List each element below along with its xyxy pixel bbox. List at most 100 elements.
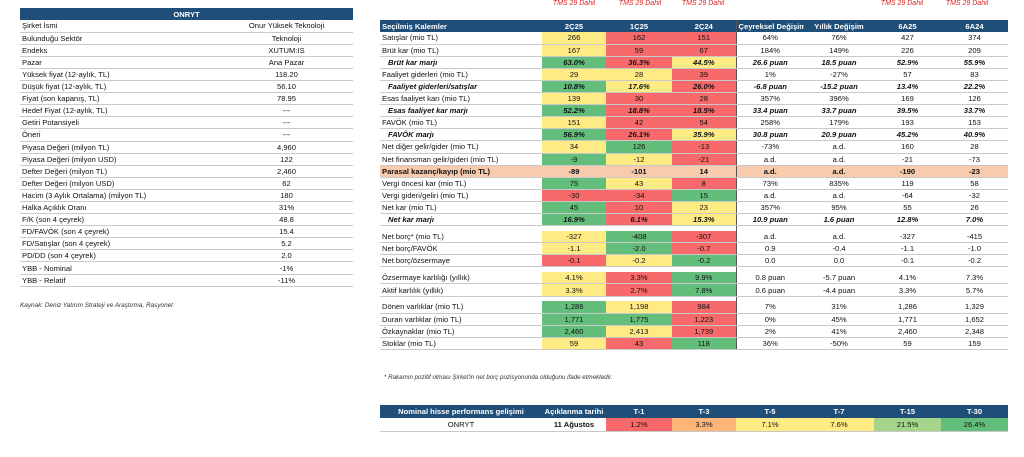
spacer-cell	[735, 266, 804, 272]
column-header: 1Ç25	[606, 20, 672, 33]
perf-ticker: ONRYT	[380, 418, 542, 432]
row-label: Brüt kar marjı	[380, 56, 542, 69]
financial-row: Duran varlıklar (mio TL) 1,771 1,775 1,223 0…	[380, 313, 1008, 326]
column-header: Yıllık Değişim	[804, 20, 874, 33]
row-value: -101	[606, 165, 672, 178]
row-value: 2,460	[874, 325, 941, 338]
row-value: 1%	[735, 68, 804, 81]
row-value: 266	[542, 32, 606, 45]
row-value: 7%	[735, 301, 804, 314]
financial-row: Brüt kar marjı 63.0% 36.3% 44.5% 26.6 puan 18…	[380, 56, 1008, 69]
row-value: 31%	[804, 301, 874, 314]
row-value: 7.3%	[941, 271, 1008, 285]
financial-row: Özkaynaklar (mio TL) 2,460 2,413 1,739 2% 41%…	[380, 325, 1008, 338]
row-value: 33.7%	[941, 104, 1008, 118]
row-value: 95%	[804, 201, 874, 215]
perf-header: Nominal hisse performans gelişimi	[380, 405, 542, 418]
info-value: ---	[220, 104, 354, 118]
row-value: 126	[606, 140, 672, 154]
info-value: 31%	[220, 201, 354, 215]
row-value: 16.9%	[542, 213, 606, 227]
row-value: 83	[941, 68, 1008, 81]
info-label: Piyasa Değeri (milyon USD)	[20, 153, 220, 166]
row-value: a.d.	[804, 153, 874, 166]
row-value: a.d.	[804, 230, 874, 244]
info-value: -1%	[220, 261, 354, 275]
spacer-cell	[735, 225, 804, 231]
row-value: -73	[941, 153, 1008, 166]
row-value: -9	[542, 153, 606, 166]
row-value: 2,460	[542, 325, 606, 338]
row-value: 59	[874, 337, 941, 350]
row-value: -89	[542, 165, 606, 178]
row-value: -32	[941, 189, 1008, 202]
row-value: 374	[941, 32, 1008, 45]
row-label: Esas faaliyet kar marjı	[380, 104, 542, 118]
financial-row: Özsermaye karlılığı (yıllık) 4.1% 3.3% 9.9%…	[380, 271, 1008, 285]
info-value: 4,960	[220, 141, 354, 154]
row-value: 162	[606, 32, 672, 45]
row-value: a.d.	[804, 189, 874, 202]
row-label: Aktif karlılık (yıllık)	[380, 283, 542, 297]
company-ticker-title: ONRYT	[20, 8, 354, 21]
row-label: Faaliyet giderleri/satışlar	[380, 80, 542, 94]
row-value: 44.5%	[672, 56, 736, 69]
perf-header: Açıklanma tarihi	[542, 405, 606, 418]
perf-value: 7.1%	[736, 418, 804, 432]
row-label: Net finansman gelir/gideri (mio TL)	[380, 153, 542, 166]
info-value: 118.20	[220, 68, 354, 82]
row-value: 0.0	[735, 254, 804, 268]
row-value: -4.4 puan	[804, 283, 874, 297]
row-value: 0%	[735, 313, 804, 326]
row-value: 45	[542, 201, 606, 215]
row-value: 57	[874, 68, 941, 81]
row-value: 29	[542, 68, 606, 81]
row-value: 2,413	[606, 325, 672, 338]
info-label: Şirket İsmi	[20, 20, 220, 33]
row-value: 43	[606, 177, 672, 190]
perf-date: 11 Ağustos	[542, 418, 606, 432]
info-row: Bulunduğu Sektör Teknoloji	[20, 32, 354, 45]
row-label: Net borç/özsermaye	[380, 254, 542, 268]
row-value: 151	[542, 116, 606, 130]
row-value: -0.2	[672, 254, 736, 268]
info-row: Defter Değeri (milyon TL) 2,460	[20, 165, 354, 178]
row-value: 14	[672, 165, 736, 178]
row-value: -327	[542, 230, 606, 244]
row-value: 8	[672, 177, 736, 190]
row-value: 984	[672, 301, 736, 314]
financial-row: FAVÖK (mio TL) 151 42 54 258% 179% 193 153	[380, 116, 1008, 130]
row-value: 39	[672, 68, 736, 81]
row-value: 76%	[804, 32, 874, 45]
row-label: Faaliyet giderleri (mio TL)	[380, 68, 542, 81]
row-value: 6.1%	[606, 213, 672, 227]
perf-value: 26.4%	[941, 418, 1008, 432]
spacer-row	[380, 225, 1008, 231]
info-row: YBB - Relatif -11%	[20, 274, 354, 287]
row-value: a.d.	[735, 230, 804, 244]
info-row: Hacim (3 Aylık Ortalama) (milyon TL) 180	[20, 189, 354, 203]
row-value: 41%	[804, 325, 874, 338]
financial-row: Esas faaliyet karı (mio TL) 139 30 28 357% 39…	[380, 92, 1008, 106]
row-value: 22.2%	[941, 80, 1008, 94]
row-value: 15	[672, 189, 736, 202]
row-value: 209	[941, 44, 1008, 57]
info-label: Yüksek fiyat (12-aylık, TL)	[20, 68, 220, 82]
row-value: 26.0%	[672, 80, 736, 94]
info-value: ---	[220, 116, 354, 130]
financial-row: Vergi öncesi kar (mio TL) 75 43 8 73% 835% 119…	[380, 177, 1008, 190]
financial-row: Faaliyet giderleri/satışlar 10.8% 17.6% 26.…	[380, 80, 1008, 94]
source-note: Kaynak: Deniz Yatırım Strateji ve Araştı…	[20, 302, 173, 309]
row-value: 30	[606, 92, 672, 106]
info-value: 180	[220, 189, 354, 203]
row-value: -1.1	[542, 242, 606, 256]
info-label: Hedef Fiyat (12-aylık, TL)	[20, 104, 220, 118]
row-value: 54	[672, 116, 736, 130]
column-header: Çeyreksel Değişim	[735, 20, 804, 33]
row-value: 184%	[735, 44, 804, 57]
info-row: Endeks XUTUM:IS	[20, 44, 354, 57]
info-value: 2,460	[220, 165, 354, 178]
row-value: 34	[542, 140, 606, 154]
row-value: -21	[672, 153, 736, 166]
row-value: 59	[606, 44, 672, 57]
